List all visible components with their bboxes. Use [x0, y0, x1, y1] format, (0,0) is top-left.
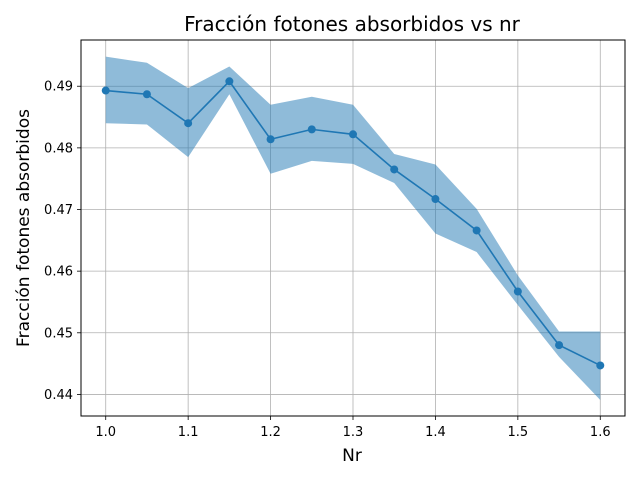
x-tick-label: 1.3	[343, 425, 364, 440]
x-axis-label: Nr	[342, 446, 362, 466]
y-tick-label: 0.44	[44, 388, 73, 403]
y-tick-label: 0.45	[44, 326, 73, 341]
x-tick-label: 1.6	[590, 425, 611, 440]
chart-title: Fracción fotones absorbidos vs nr	[184, 12, 521, 36]
y-tick-label: 0.49	[44, 80, 73, 95]
x-tick-label: 1.0	[95, 425, 116, 440]
data-point	[349, 130, 357, 139]
y-tick-label: 0.47	[44, 203, 73, 218]
data-point	[307, 125, 316, 134]
x-tick-label: 1.2	[260, 425, 281, 440]
y-axis-label: Fracción fotones absorbidos	[14, 109, 34, 347]
x-tick-label: 1.1	[178, 425, 199, 440]
data-point	[431, 195, 440, 204]
x-tick-label: 1.5	[508, 425, 529, 440]
data-point	[142, 90, 151, 99]
data-point	[596, 361, 605, 370]
data-point	[472, 226, 481, 235]
data-point	[555, 341, 564, 350]
confidence-band-area	[105, 56, 601, 400]
x-axis: 1.0 1.1 1.2 1.3 1.4 1.5 1.6	[95, 416, 611, 440]
y-tick-label: 0.46	[44, 265, 73, 280]
data-point	[225, 77, 234, 86]
data-point	[101, 86, 110, 95]
x-tick-label: 1.4	[425, 425, 446, 440]
data-point	[266, 135, 275, 144]
data-point	[513, 287, 522, 296]
data-point	[390, 165, 399, 174]
confidence-band	[105, 56, 601, 400]
data-point	[184, 119, 193, 128]
y-tick-label: 0.48	[44, 141, 73, 156]
y-axis: 0.44 0.45 0.46 0.47 0.48 0.49	[44, 80, 81, 403]
series-points	[101, 77, 605, 370]
